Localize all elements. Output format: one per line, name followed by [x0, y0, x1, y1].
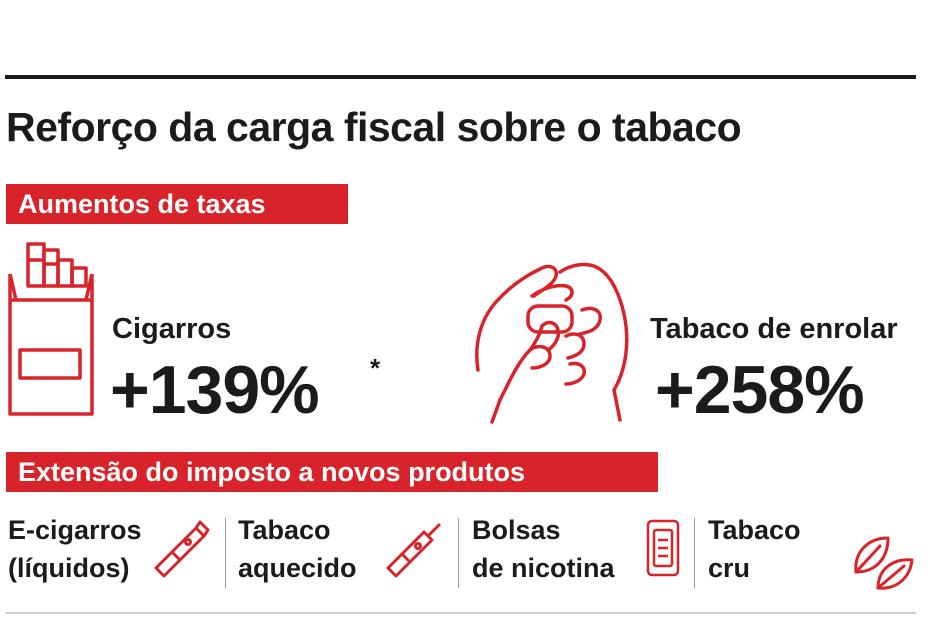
rolling-tobacco-label: Tabaco de enrolar — [650, 313, 898, 345]
product-e-cigarettes-line2: (líquidos) — [8, 553, 130, 583]
product-nicotine-pouches-line1: Bolsas — [472, 515, 561, 545]
product-raw-tobacco: Tabaco cru — [708, 511, 801, 587]
product-heated-tobacco-line1: Tabaco — [238, 515, 331, 545]
tobacco-leaf-icon — [854, 536, 914, 590]
product-raw-tobacco-line2: cru — [708, 553, 751, 583]
top-rule — [5, 75, 916, 79]
cigarettes-increase-value: +139% — [110, 352, 320, 428]
cigarettes-label: Cigarros — [112, 313, 232, 345]
product-nicotine-pouches: Bolsas de nicotina — [472, 511, 615, 587]
product-e-cigarettes: E-cigarros (líquidos) — [8, 511, 142, 587]
product-separator — [694, 518, 695, 588]
rolling-tobacco-increase-value: +258% — [655, 352, 865, 428]
product-separator — [225, 518, 226, 588]
heated-tobacco-icon — [386, 522, 442, 578]
product-heated-tobacco-line2: aquecido — [238, 553, 357, 583]
cigarette-pack-icon — [8, 242, 94, 416]
nicotine-pouch-icon — [646, 519, 680, 577]
product-heated-tobacco: Tabaco aquecido — [238, 511, 357, 587]
section-banner-new-products: Extensão do imposto a novos produtos — [6, 452, 658, 492]
section-banner-tax-increases: Aumentos de taxas — [6, 184, 348, 224]
e-cigarette-icon — [154, 520, 210, 578]
rolling-tobacco-hands-icon — [475, 262, 629, 424]
bottom-rule — [5, 612, 916, 614]
page-title: Reforço da carga fiscal sobre o tabaco — [6, 104, 742, 150]
product-separator — [458, 518, 459, 588]
product-e-cigarettes-line1: E-cigarros — [8, 515, 142, 545]
product-nicotine-pouches-line2: de nicotina — [472, 553, 615, 583]
product-raw-tobacco-line1: Tabaco — [708, 515, 801, 545]
footnote-asterisk: * — [370, 353, 381, 383]
